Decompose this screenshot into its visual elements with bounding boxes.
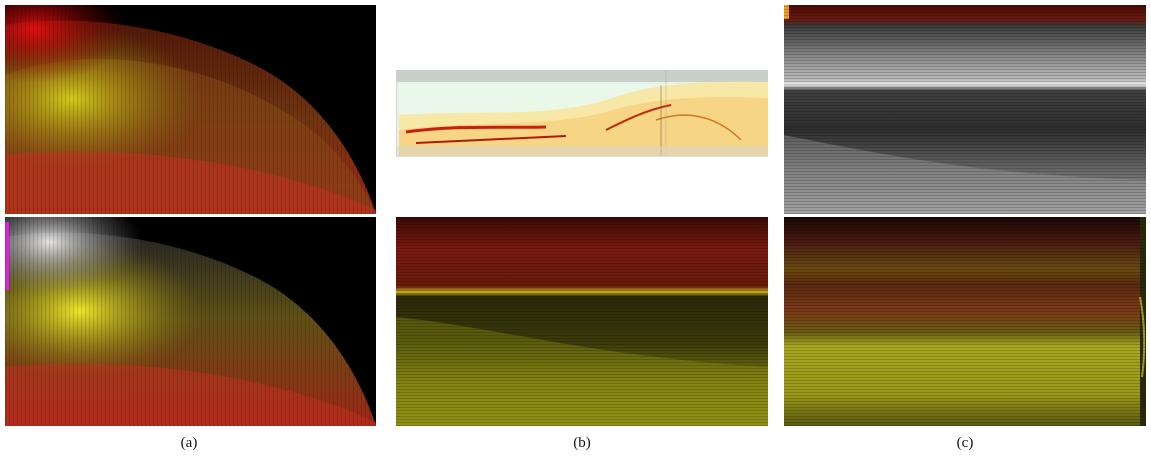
- panel-a-top: [5, 5, 376, 214]
- panel-b-bottom: [396, 217, 768, 426]
- magenta-marker: [5, 222, 9, 290]
- panel-b-top: [395, 69, 769, 158]
- panel-c-bottom: [784, 217, 1146, 426]
- fiber-volume-render: [395, 69, 769, 157]
- panel-a-bottom: [5, 217, 376, 426]
- panel-c-top: [784, 5, 1146, 214]
- orange-marker: [784, 5, 789, 19]
- fiber-render-a-top: [5, 5, 376, 214]
- fiber-render-c-bottom: [784, 217, 1146, 426]
- caption-a: (a): [180, 435, 198, 451]
- fiber-render-b-bottom: [396, 217, 768, 426]
- caption-b: (b): [573, 435, 591, 451]
- fiber-render-c-top: [784, 5, 1146, 214]
- fiber-render-a-bottom: [5, 217, 376, 426]
- caption-c: (c): [956, 435, 974, 451]
